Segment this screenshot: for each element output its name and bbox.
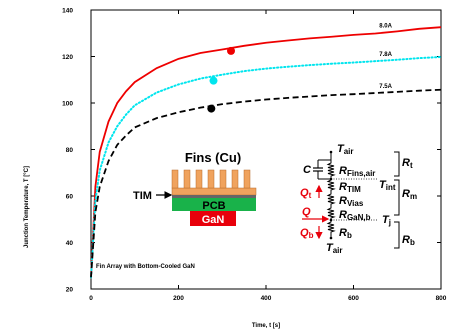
y-tick-label: 60	[66, 194, 74, 201]
t-j-label: Tj	[382, 214, 391, 227]
y-axis-label: Junction Temperature, T [°C]	[24, 166, 30, 248]
corner-annotation: Fin Array with Bottom-Cooled GaN	[96, 264, 195, 270]
thermal-network: Tair C RFins,air RTIM RVias RGaN,b Rb Ta…	[300, 143, 417, 255]
y-tick-label: 80	[66, 147, 74, 154]
t-air-top-label: Tair	[337, 143, 354, 156]
q-label: Q	[302, 206, 311, 218]
marker-7.8A	[209, 76, 218, 85]
x-tick-label: 600	[348, 295, 359, 302]
gan-label: GaN	[202, 214, 225, 226]
t-int-label: Tint	[379, 179, 396, 192]
series-line-8.0A	[90, 26, 442, 278]
pcb-label: PCB	[202, 200, 225, 212]
y-tick-label: 20	[66, 287, 74, 294]
t-air-bottom-label: Tair	[326, 242, 343, 255]
tim-layer	[172, 195, 256, 198]
marker-8.0A	[227, 46, 235, 55]
capacitor-label: C	[303, 164, 312, 176]
q-t-label: Qt	[300, 187, 312, 200]
axis-ticks: 0 200 400 600 800 20 40 60 80 100 120 140	[62, 8, 447, 303]
x-tick-label: 200	[173, 295, 184, 302]
pcb-layer	[172, 198, 256, 211]
series-label-8.0A: 8.0A	[379, 23, 392, 29]
brace-b-label: Rb	[402, 234, 415, 247]
r-b-label: Rb	[339, 227, 352, 240]
brace-m-label: Rm	[402, 188, 417, 201]
y-tick-label: 140	[62, 8, 73, 15]
fins-label: Fins (Cu)	[185, 150, 241, 165]
y-tick-label: 100	[62, 101, 73, 108]
r-tim-label: RTIM	[339, 181, 361, 194]
gan-layer	[190, 211, 236, 226]
x-tick-label: 400	[261, 295, 272, 302]
marker-7.5A	[207, 104, 216, 113]
y-tick-label: 40	[66, 240, 74, 247]
stack-diagram: Fins (Cu) PCB GaN TIM	[133, 150, 257, 226]
series-lines	[90, 26, 442, 279]
y-tick-label: 120	[62, 54, 73, 61]
r-gan-label: RGaN,b	[339, 209, 371, 222]
x-tick-label: 0	[89, 295, 93, 302]
series-label-7.8A: 7.8A	[379, 52, 392, 58]
brace-t-label: Rt	[402, 157, 413, 170]
r-vias-label: RVias	[339, 195, 364, 208]
series-line-7.8A	[90, 55, 442, 279]
q-b-label: Qb	[300, 227, 314, 240]
r-fins-label: RFins,air	[339, 165, 375, 178]
series-label-7.5A: 7.5A	[379, 84, 392, 90]
series-markers	[207, 46, 235, 113]
series-labels: 8.0A 7.8A 7.5A	[379, 23, 392, 89]
x-axis-label: Time, t [s]	[252, 323, 280, 329]
tim-label: TIM	[133, 190, 152, 202]
fins-shape	[171, 169, 257, 196]
series-line-7.5A	[90, 88, 442, 278]
x-tick-label: 800	[436, 295, 447, 302]
